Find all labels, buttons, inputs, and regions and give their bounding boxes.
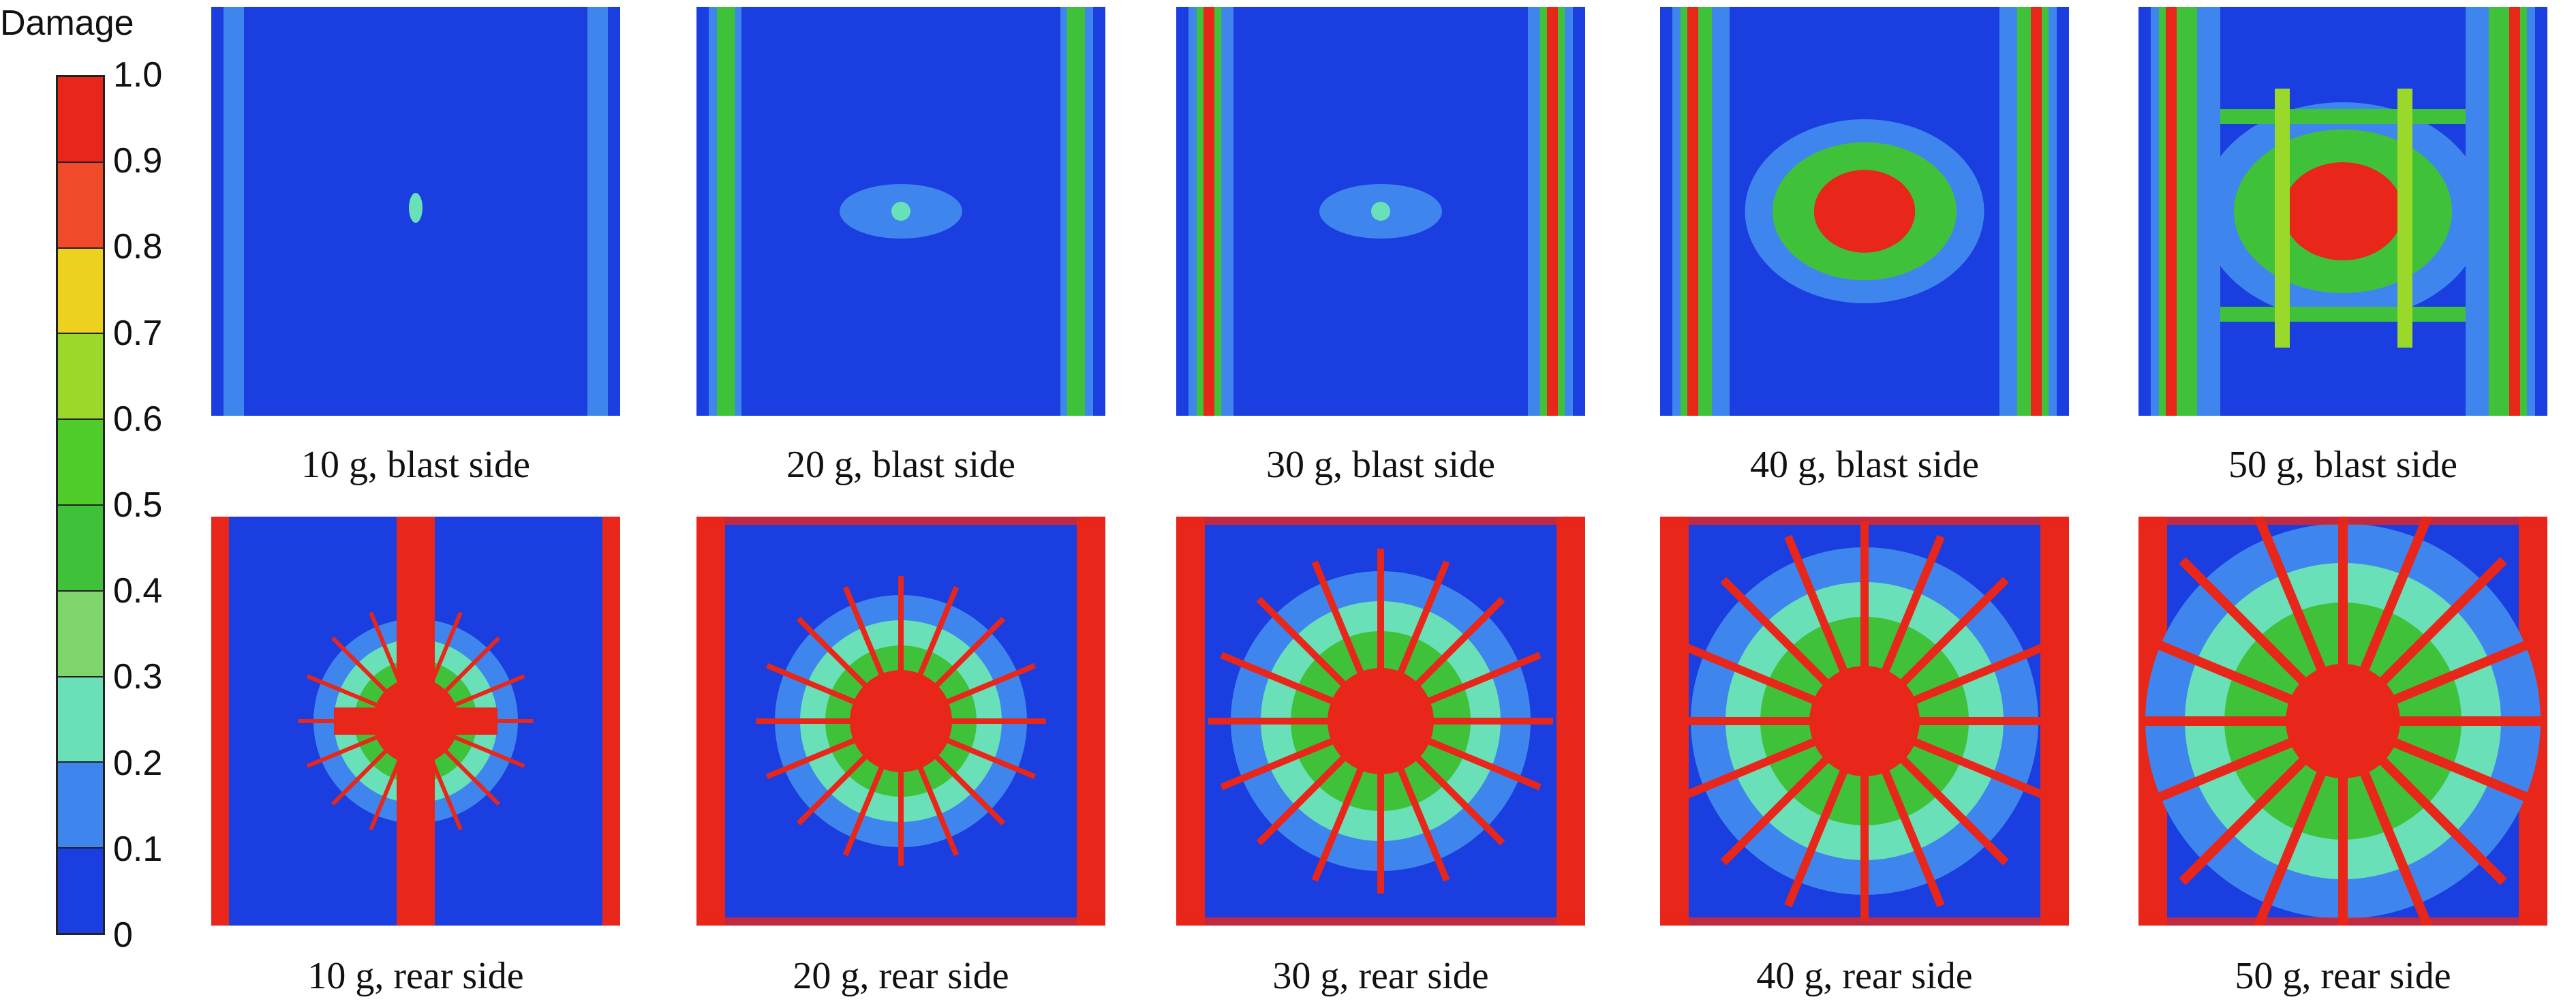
legend-tick-label: 0.3: [113, 657, 163, 697]
damage-contour-plot: [696, 7, 1105, 416]
legend-swatch: [58, 333, 103, 419]
legend-swatch: [58, 761, 103, 848]
panel-caption: 50 g, blast side: [2228, 444, 2457, 486]
legend-swatch: [58, 504, 103, 590]
damage-contour-plot: [211, 7, 620, 416]
damage-color-bar: [56, 75, 105, 935]
legend-tick-label: 0.1: [113, 829, 163, 869]
panel-caption: 50 g, rear side: [2235, 955, 2451, 997]
damage-contour-plot: [1660, 517, 2069, 926]
legend-tick-label: 1.0: [113, 55, 163, 95]
panel-caption: 20 g, rear side: [793, 955, 1009, 997]
legend-tick-label: 0.8: [113, 227, 163, 266]
panel-caption: 40 g, rear side: [1756, 955, 1973, 997]
damage-contour-plot: [2138, 7, 2547, 416]
damage-contour-plot: [1660, 7, 2069, 416]
panel-caption: 40 g, blast side: [1750, 444, 1979, 486]
legend-title: Damage: [0, 3, 134, 43]
legend-tick-label: 0.5: [113, 485, 163, 525]
panel-caption: 30 g, rear side: [1272, 955, 1489, 997]
damage-contour-plot: [1176, 7, 1585, 416]
legend-swatch: [58, 418, 103, 504]
legend-tick-label: 0.4: [113, 571, 163, 611]
legend-swatch: [58, 847, 103, 933]
damage-contour-plot: [2138, 517, 2547, 926]
legend-tick-label: 0.6: [113, 399, 163, 439]
legend-tick-label: 0.7: [113, 314, 163, 353]
panel-caption: 20 g, blast side: [786, 444, 1015, 486]
legend-swatch: [58, 77, 103, 162]
legend-tick-label: 0.9: [113, 141, 163, 181]
legend-swatch: [58, 590, 103, 676]
legend-swatch: [58, 675, 103, 762]
panel-caption: 10 g, rear side: [307, 955, 524, 997]
panel-caption: 30 g, blast side: [1266, 444, 1495, 486]
legend-tick-label: 0.2: [113, 744, 163, 783]
damage-contour-plot: [696, 517, 1105, 926]
damage-contour-plot: [211, 517, 620, 926]
panel-caption: 10 g, blast side: [301, 444, 530, 486]
damage-contour-plot: [1176, 517, 1585, 926]
legend-swatch: [58, 161, 103, 247]
legend-swatch: [58, 247, 103, 333]
legend-tick-label: 0: [113, 915, 133, 955]
